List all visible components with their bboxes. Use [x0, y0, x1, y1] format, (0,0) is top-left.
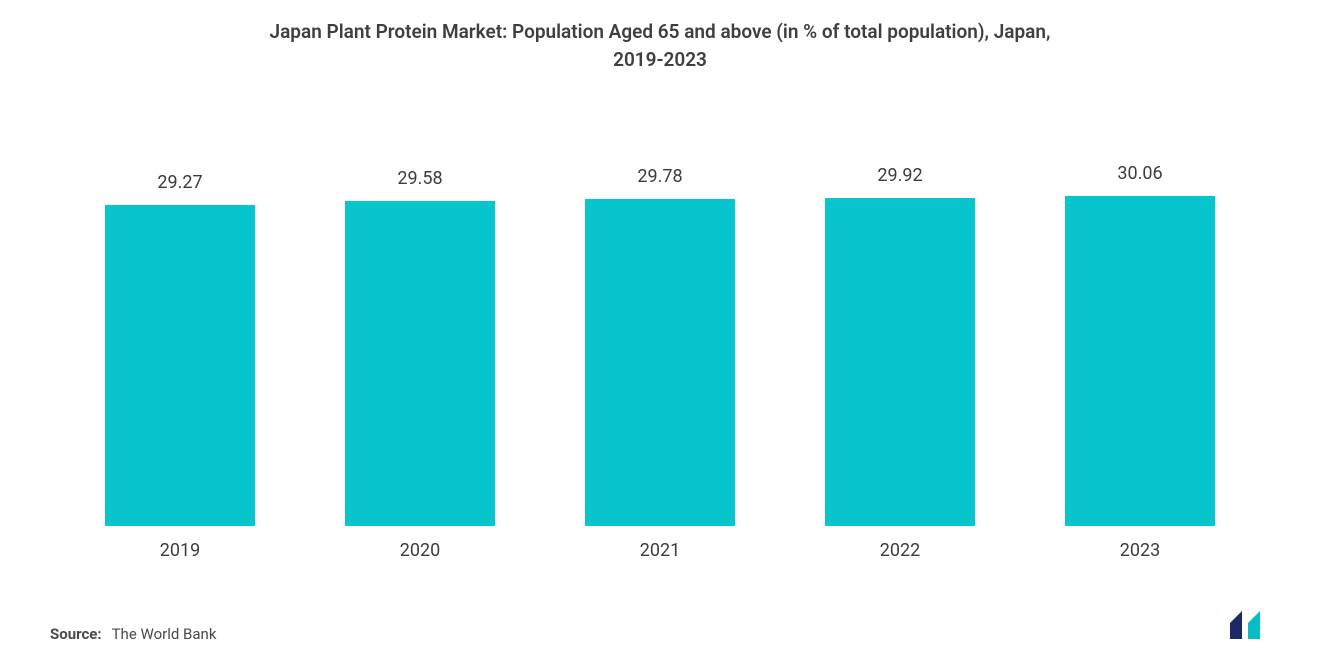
bar-series: 29.2729.5829.7829.9230.06	[60, 196, 1260, 526]
x-axis-label: 2021	[540, 540, 780, 561]
bar-value-label: 29.92	[780, 165, 1020, 198]
x-axis-label: 2022	[780, 540, 1020, 561]
x-axis-label: 2023	[1020, 540, 1260, 561]
bar	[585, 199, 735, 526]
chart-title: Japan Plant Protein Market: Population A…	[0, 18, 1320, 73]
source-value: The World Bank	[112, 625, 217, 643]
bar	[1065, 196, 1215, 526]
bar-group: 29.58	[300, 201, 540, 526]
logo-bar-left	[1230, 611, 1242, 639]
bar	[105, 205, 255, 526]
chart-container: Japan Plant Protein Market: Population A…	[0, 0, 1320, 665]
chart-title-line-1: Japan Plant Protein Market: Population A…	[270, 20, 1051, 43]
bar-group: 29.78	[540, 199, 780, 526]
bar-group: 29.27	[60, 205, 300, 526]
brand-logo	[1228, 609, 1288, 641]
x-axis-label: 2019	[60, 540, 300, 561]
plot-area: 29.2729.5829.7829.9230.06	[60, 196, 1260, 526]
source-label: Source:	[50, 625, 102, 643]
x-axis-labels: 20192020202120222023	[60, 540, 1260, 561]
bar-value-label: 30.06	[1020, 163, 1260, 196]
bar-value-label: 29.27	[60, 172, 300, 205]
bar-group: 30.06	[1020, 196, 1260, 526]
chart-title-line-2: 2019-2023	[613, 48, 707, 71]
bar	[345, 201, 495, 526]
x-axis-label: 2020	[300, 540, 540, 561]
logo-bar-right	[1248, 611, 1260, 639]
bar-group: 29.92	[780, 198, 1020, 526]
bar	[825, 198, 975, 526]
bar-value-label: 29.58	[300, 168, 540, 201]
source-footer: Source: The World Bank	[50, 625, 216, 643]
bar-value-label: 29.78	[540, 166, 780, 199]
